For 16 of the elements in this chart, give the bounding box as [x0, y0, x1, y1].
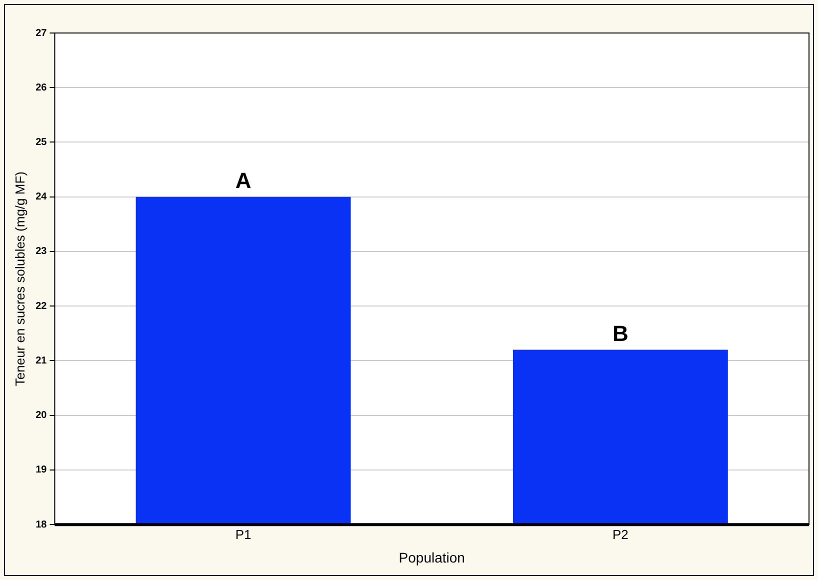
- x-axis-title: Population: [398, 549, 465, 566]
- x-tick-label: P1: [235, 526, 252, 542]
- annotation: B: [612, 320, 628, 346]
- y-tick-label: 22: [36, 300, 48, 312]
- y-tick-label: 27: [36, 28, 48, 39]
- y-tick-label: 21: [36, 355, 48, 366]
- y-tick-label: 23: [36, 246, 48, 258]
- y-tick-label: 19: [36, 464, 48, 476]
- annotation: A: [235, 168, 252, 193]
- y-tick-label: 18: [36, 519, 48, 530]
- y-tick-label: 25: [36, 136, 48, 148]
- y-tick-label: 26: [36, 82, 48, 94]
- y-tick-label: 24: [36, 192, 48, 203]
- y-axis-title: Teneur en sucres solubles (mg/g MF): [12, 172, 28, 386]
- x-tick-label: P2: [612, 526, 628, 542]
- y-tick-label: 20: [36, 410, 48, 422]
